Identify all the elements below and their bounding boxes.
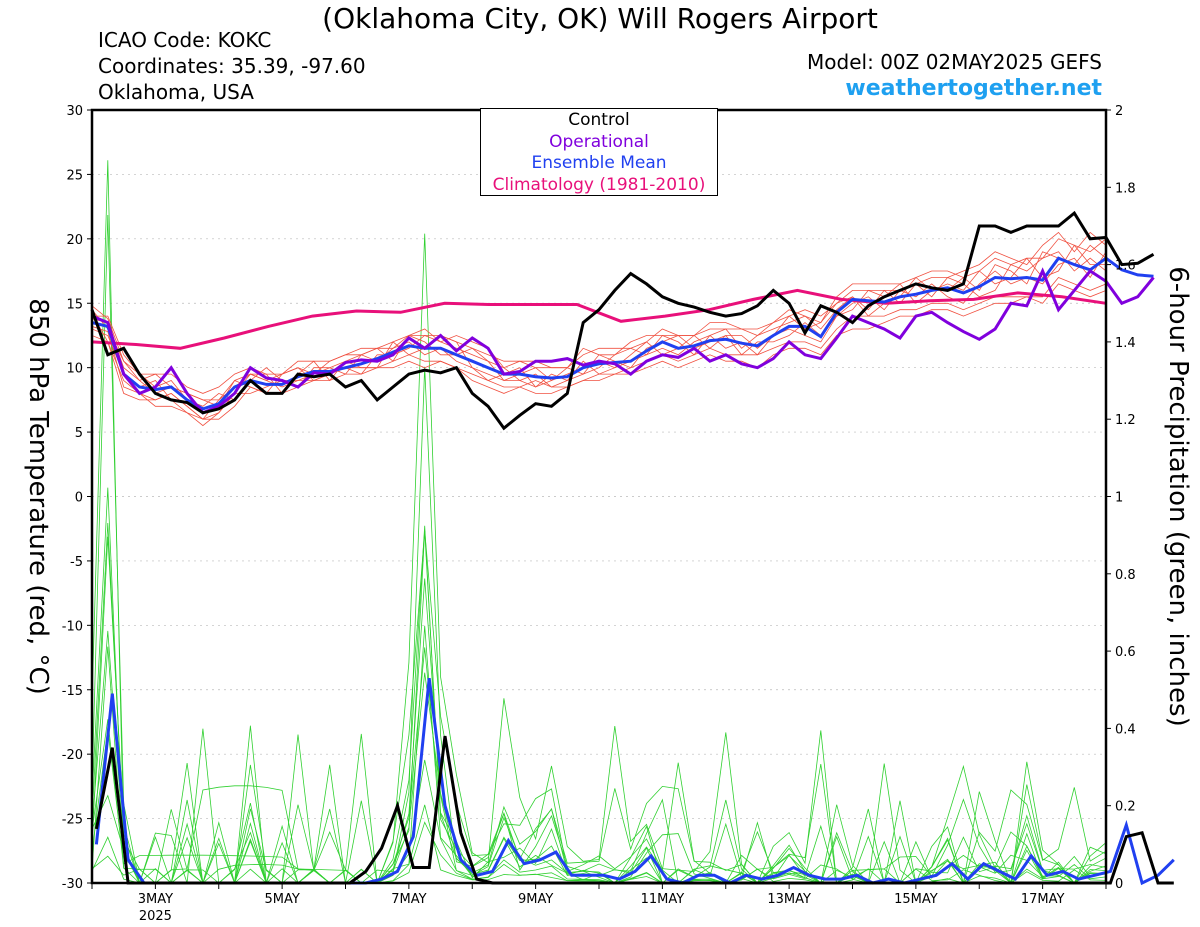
precip-member-line — [92, 487, 1106, 883]
y-tick-label: -20 — [62, 748, 83, 763]
precip-member-line — [92, 821, 1106, 883]
y2-axis-label: 6-hour Precipitation (green, inches) — [1163, 266, 1193, 726]
legend-operational: Operational — [549, 131, 649, 152]
temp-member-line — [92, 231, 1106, 401]
x-tick-label: 17MAY — [1021, 892, 1065, 907]
precip-member-line — [92, 522, 1106, 883]
x-tick-label: 11MAY — [641, 892, 685, 907]
precip-member-line — [92, 160, 1106, 883]
legend-mean: Ensemble Mean — [531, 153, 667, 173]
y2-tick-label: 0.2 — [1115, 800, 1136, 815]
coordinates: Coordinates: 35.39, -97.60 — [98, 54, 366, 78]
y-tick-label: -25 — [62, 813, 83, 828]
y2-tick-label: 0 — [1115, 877, 1123, 892]
y2-tick-label: 0.8 — [1115, 568, 1136, 583]
y2-tick-label: 1.8 — [1115, 181, 1136, 196]
y-tick-label: 5 — [75, 426, 83, 441]
model-run: Model: 00Z 02MAY2025 GEFS — [807, 50, 1102, 74]
legend: Control Operational Ensemble Mean Climat… — [480, 108, 718, 196]
y2-tick-label: 1.4 — [1115, 336, 1136, 351]
y2-tick-label: 1 — [1115, 491, 1123, 506]
precip-members — [92, 160, 1106, 883]
y-tick-label: 20 — [66, 233, 83, 248]
y-tick-label: 0 — [75, 491, 83, 506]
x-year-label: 2025 — [139, 909, 172, 924]
temp-member-line — [92, 277, 1106, 427]
temp-member-line — [92, 251, 1106, 407]
x-tick-label: 9MAY — [518, 892, 553, 907]
x-tick-label: 3MAY — [138, 892, 173, 907]
y2-tick-label: 1.2 — [1115, 413, 1136, 428]
y-tick-label: 15 — [66, 297, 83, 312]
precip-member-line — [92, 804, 1106, 883]
x-tick-label: 7MAY — [391, 892, 426, 907]
y-tick-label: 10 — [66, 362, 83, 377]
y-tick-label: -10 — [62, 619, 83, 634]
precip-member-line — [92, 729, 1106, 883]
legend-climo: Climatology (1981-2010) — [492, 174, 706, 195]
icao-code: ICAO Code: KOKC — [98, 28, 272, 52]
site-link[interactable]: weathertogether.net — [845, 76, 1102, 101]
x-tick-label: 5MAY — [264, 892, 299, 907]
legend-control: Control — [568, 110, 630, 130]
precip-member-line — [92, 366, 1106, 883]
x-tick-label: 13MAY — [767, 892, 811, 907]
temp-operational-line — [91, 267, 1155, 415]
page-title: (Oklahoma City, OK) Will Rogers Airport — [322, 2, 878, 35]
y2-tick-label: 2 — [1115, 104, 1123, 119]
temp-mean-line — [91, 256, 1154, 411]
precip-member-line — [92, 578, 1106, 883]
y-tick-label: 30 — [66, 104, 83, 119]
temp-control-line — [90, 210, 1155, 431]
plot-frame — [90, 108, 1108, 885]
y-tick-label: -15 — [62, 684, 83, 699]
y-tick-label: -30 — [62, 877, 83, 892]
climatology-line — [91, 288, 1107, 350]
region: Oklahoma, USA — [98, 80, 254, 104]
y-tick-label: -5 — [70, 555, 83, 570]
y-axis-label: 850 hPa Temperature (red, °C) — [23, 298, 53, 695]
y2-tick-label: 0.4 — [1115, 722, 1136, 737]
precip-member-line — [92, 530, 1106, 883]
x-tick-label: 15MAY — [894, 892, 938, 907]
precip-member-line — [92, 672, 1106, 883]
precip-member-line — [92, 214, 1106, 883]
y2-tick-label: 0.6 — [1115, 645, 1136, 660]
y-tick-label: 25 — [66, 168, 83, 183]
y2-tick-label: 1.6 — [1115, 259, 1136, 274]
